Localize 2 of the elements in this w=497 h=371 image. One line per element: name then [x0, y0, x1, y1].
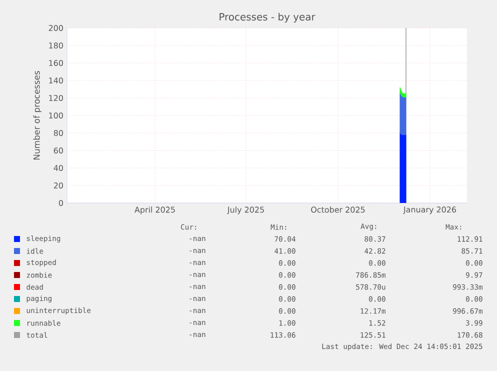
chart-title: Processes - by year: [220, 12, 316, 23]
y-axis-title: Number of processes: [33, 71, 42, 160]
